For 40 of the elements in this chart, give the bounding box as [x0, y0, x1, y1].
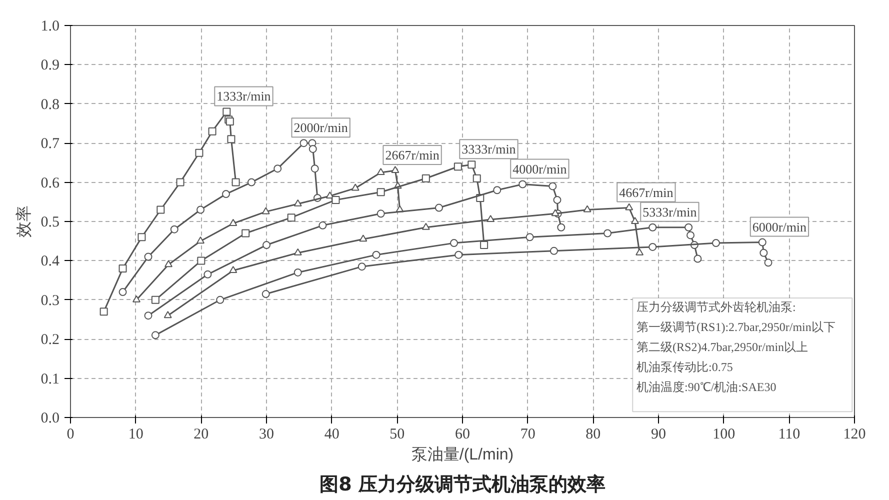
- x-tick-label: 20: [194, 426, 209, 442]
- annotation: 第二级(RS2)4.7bar,2950r/min以上: [636, 340, 808, 354]
- y-tick-label: 0.4: [40, 254, 60, 270]
- x-tick-label: 10: [128, 426, 144, 442]
- series-label: 3333r/min: [462, 142, 516, 157]
- y-axis-title: 效率: [14, 206, 33, 238]
- text: 图8 压力分级调节式机油泵的效率: [320, 474, 606, 496]
- y-tick-label: 1.0: [40, 18, 60, 34]
- series-label: 4667r/min: [619, 184, 674, 200]
- x-tick-label: 50: [390, 426, 405, 442]
- y-tick-label: 0.3: [40, 292, 60, 309]
- y-tick-label: 0.0: [40, 410, 60, 426]
- y-tick-label: 0.1: [40, 371, 60, 388]
- y-tick-label: 0.6: [40, 175, 60, 192]
- x-tick-label: 90: [651, 426, 666, 442]
- series-label: 6000r/min: [752, 219, 808, 234]
- x-tick-label: 110: [778, 426, 800, 442]
- series-label: 5333r/min: [642, 204, 698, 220]
- x-tick-label: 60: [455, 426, 470, 442]
- series-label: 4000r/min: [512, 161, 568, 176]
- y-tick-label: 0.5: [40, 214, 60, 230]
- series-label: 2667r/min: [385, 148, 440, 163]
- series-label: 1333r/min: [216, 88, 272, 104]
- y-tick-label: 0.8: [40, 96, 60, 113]
- y-tick-label: 0.2: [40, 332, 60, 348]
- series-label: 2000r/min: [294, 120, 348, 136]
- x-axis-title: 泵油量/(L/min): [411, 446, 514, 464]
- annotation: 机油温度:90℃/机油:SAE30: [636, 380, 776, 394]
- annotation: 第一级调节(RS1):2.7bar,2950r/min以下: [636, 320, 836, 334]
- y-tick-label: 0.9: [40, 58, 60, 74]
- x-tick-label: 0: [66, 426, 74, 442]
- y-tick-label: 0.7: [40, 136, 60, 152]
- x-tick-label: 40: [324, 426, 340, 442]
- annotation: 机油泵传动比:0.75: [636, 360, 733, 374]
- x-tick-label: 80: [586, 426, 601, 442]
- annotation: 压力分级调节式外齿轮机油泵:: [636, 300, 796, 314]
- x-tick-label: 100: [712, 426, 736, 442]
- x-tick-label: 30: [259, 426, 274, 442]
- x-tick-label: 120: [843, 426, 866, 442]
- x-tick-label: 70: [520, 426, 536, 442]
